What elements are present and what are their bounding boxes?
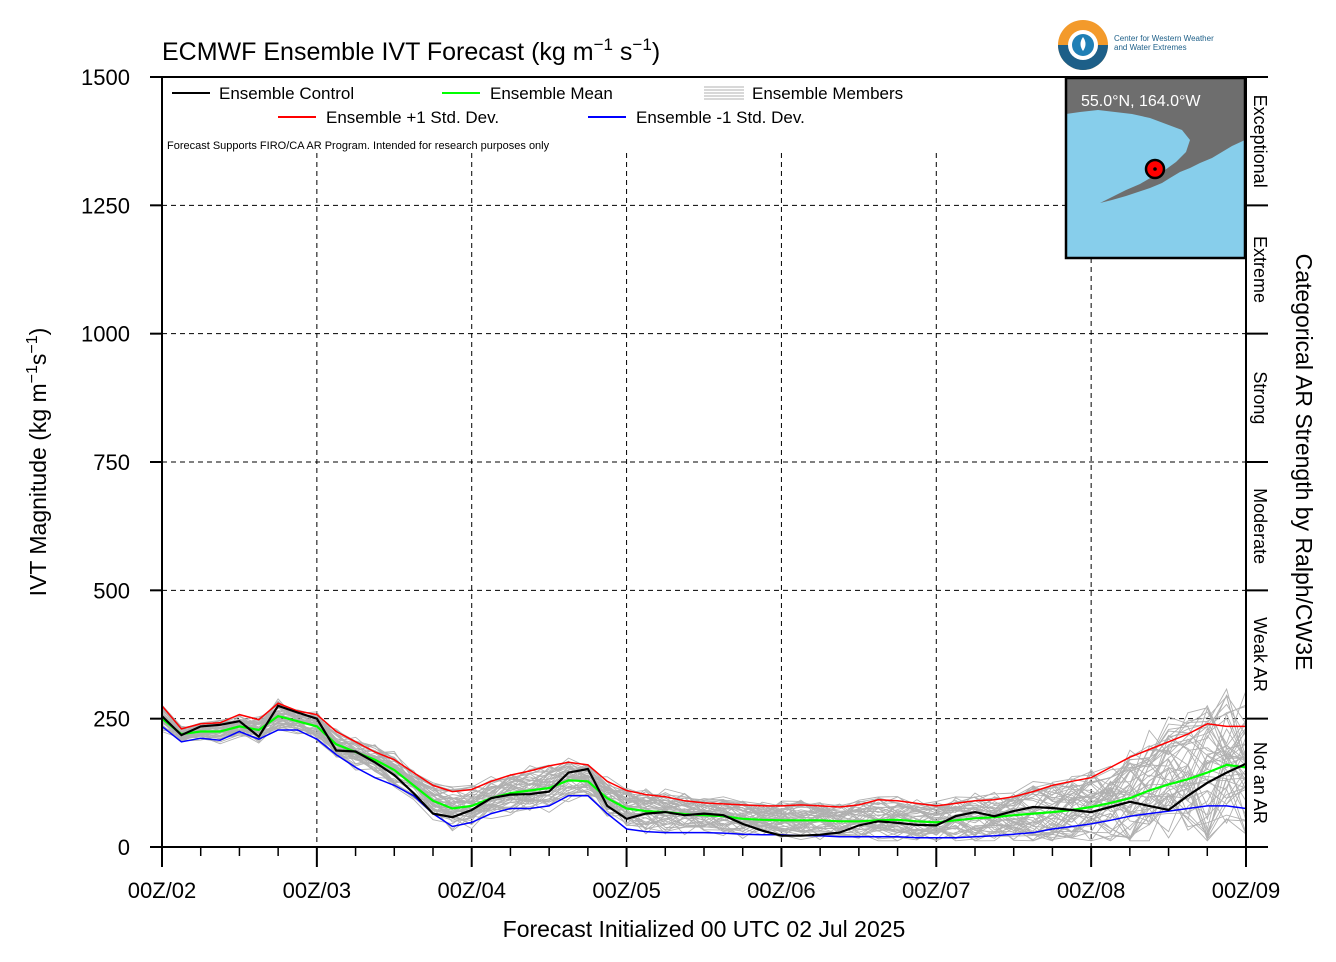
category-label: Strong — [1250, 371, 1270, 424]
y-tick-label: 250 — [93, 707, 130, 732]
legend-mean-label: Ensemble Mean — [490, 84, 613, 103]
y-tick-label: 0 — [118, 835, 130, 860]
y-axis-label: IVT Magnitude (kg m−1s−1) — [24, 328, 51, 597]
ensemble-member-line — [161, 721, 1247, 837]
legend-plus-label: Ensemble +1 Std. Dev. — [326, 108, 499, 127]
legend: Ensemble Control Ensemble Mean Ensemble … — [167, 84, 903, 152]
x-tick-label: 00Z/02 — [128, 878, 197, 903]
x-axis-label: Forecast Initialized 00 UTC 02 Jul 2025 — [503, 916, 906, 942]
research-note: Forecast Supports FIRO/CA AR Program. In… — [167, 140, 550, 152]
alaska-landmass — [1066, 78, 1245, 203]
logo-text-2: and Water Extremes — [1114, 43, 1187, 52]
ensemble-lines — [161, 702, 1247, 839]
chart-title: ECMWF Ensemble IVT Forecast (kg m−1 s−1) — [162, 35, 660, 66]
minus-std-line — [161, 725, 1247, 839]
ensemble-member-line — [161, 700, 1247, 818]
x-tick-label: 00Z/03 — [283, 878, 352, 903]
category-axis: Not an AR Weak AR Moderate Strong Extreme Exc… — [1246, 76, 1270, 848]
right-axis-label: Categorical AR Strength by Ralph/CW3E — [1291, 254, 1317, 671]
ensemble-member-line — [161, 704, 1247, 824]
x-tick-label: 00Z/09 — [1212, 878, 1281, 903]
plus-std-line — [161, 702, 1246, 808]
ensemble-member-line — [161, 724, 1247, 842]
y-tick-label: 1000 — [81, 322, 130, 347]
y-tick-label: 1500 — [81, 65, 130, 90]
ensemble-members — [161, 687, 1247, 842]
category-label: Extreme — [1250, 236, 1270, 303]
x-tick-label: 00Z/07 — [902, 878, 971, 903]
category-label: Moderate — [1250, 488, 1270, 564]
x-tick-label: 00Z/04 — [437, 878, 506, 903]
legend-members-label: Ensemble Members — [752, 84, 903, 103]
legend-members-swatch — [704, 86, 744, 100]
y-tick-label: 750 — [93, 450, 130, 475]
category-label: Exceptional — [1250, 95, 1270, 188]
x-tick-label: 00Z/05 — [592, 878, 661, 903]
cw3e-logo: Center for Western Weather and Water Ext… — [1058, 20, 1214, 70]
legend-minus-label: Ensemble -1 Std. Dev. — [636, 108, 805, 127]
y-tick-label: 500 — [93, 578, 130, 603]
x-axis-ticks: 00Z/02 00Z/03 00Z/04 00Z/05 00Z/06 00Z/07 00Z/… — [128, 847, 1281, 903]
y-axis-ticks: 0 250 500 750 1000 1250 1500 — [81, 65, 162, 860]
ensemble-member-line — [161, 694, 1247, 820]
logo-text-1: Center for Western Weather — [1114, 34, 1214, 43]
inset-coords: 55.0°N, 164.0°W — [1081, 93, 1201, 110]
category-label: Not an AR — [1250, 742, 1270, 824]
ensemble-member-line — [161, 718, 1247, 842]
ensemble-mean-line — [161, 714, 1247, 824]
category-label: Weak AR — [1250, 617, 1270, 692]
x-tick-label: 00Z/08 — [1057, 878, 1126, 903]
location-inset-map: 55.0°N, 164.0°W — [1064, 76, 1247, 260]
ensemble-control-line — [161, 704, 1247, 837]
ensemble-member-line — [161, 719, 1247, 835]
x-tick-label: 00Z/06 — [747, 878, 816, 903]
ensemble-member-line — [161, 722, 1247, 835]
legend-control-label: Ensemble Control — [219, 84, 354, 103]
y-tick-label: 1250 — [81, 193, 130, 218]
